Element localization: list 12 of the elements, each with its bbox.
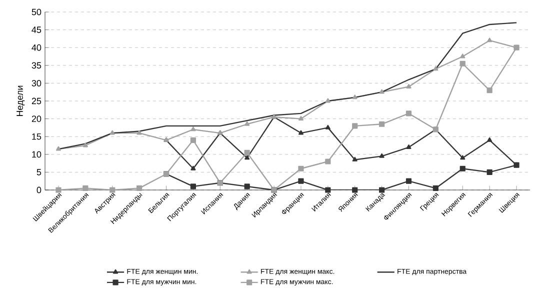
y-tick-label: 0 [36, 186, 42, 194]
y-tick-label: 45 [32, 26, 42, 33]
y-tick-label: 35 [32, 62, 42, 69]
y-tick-label: 50 [32, 8, 42, 16]
y-tick-label: 10 [32, 151, 42, 158]
y-tick-label: 25 [32, 98, 42, 104]
y-axis-title: Недели [16, 86, 25, 116]
y-tick-label: 5 [36, 169, 42, 176]
y-tick-label: 15 [32, 133, 42, 140]
y-tick-label: 20 [32, 116, 42, 122]
y-tick-label: 30 [32, 80, 42, 86]
y-tick-label: 40 [32, 44, 42, 51]
